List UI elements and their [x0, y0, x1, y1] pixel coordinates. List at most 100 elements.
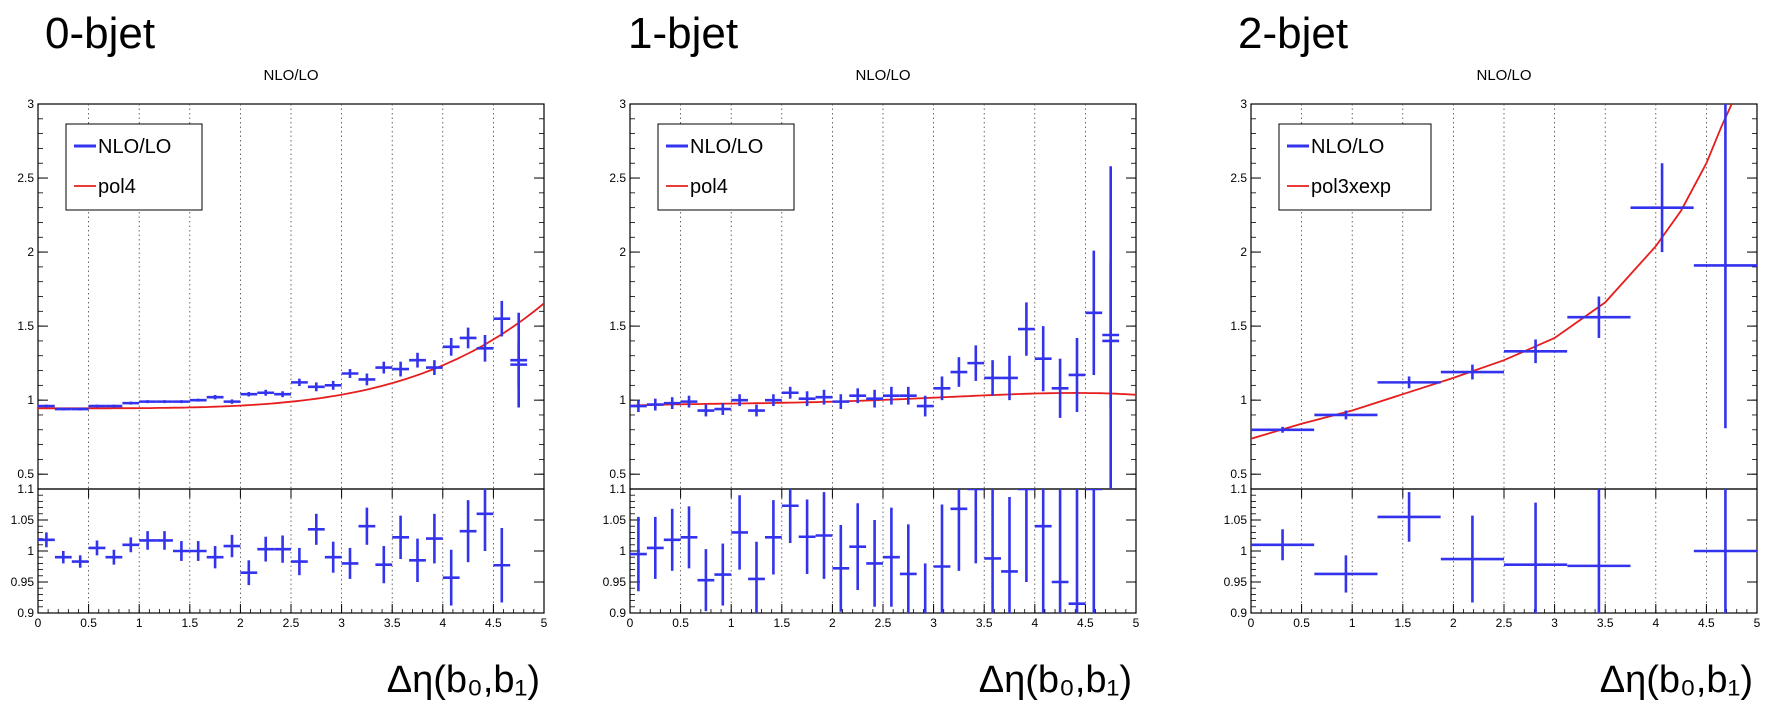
data-point	[88, 404, 106, 408]
data-point	[697, 404, 715, 417]
data-point	[476, 335, 494, 362]
data-point	[646, 398, 664, 411]
data-point	[1001, 355, 1018, 401]
data-point	[663, 397, 681, 410]
ratio-point	[1085, 489, 1103, 613]
ratio-point	[274, 535, 291, 563]
y-tick-label: 1	[619, 393, 626, 407]
data-point	[257, 389, 275, 396]
ratio-point	[105, 549, 123, 565]
ratio-point	[1018, 489, 1035, 582]
x-tick-label: 3.5	[976, 616, 993, 630]
x-tick-label: 0	[35, 616, 42, 630]
x-tick-label: 3	[338, 616, 345, 630]
ratio-y-tick-label: 1	[619, 544, 626, 558]
ratio-point	[476, 489, 494, 551]
y-tick-label: 1.5	[17, 319, 34, 333]
x-tick-label: 4.5	[1698, 616, 1715, 630]
data-point	[748, 404, 765, 417]
ratio-point	[1068, 489, 1086, 613]
x-tick-label: 3	[930, 616, 937, 630]
y-tick-label: 3	[619, 97, 626, 111]
legend-box	[1278, 123, 1432, 211]
data-point	[883, 386, 900, 405]
legend-box	[65, 123, 203, 211]
data-point	[105, 404, 123, 408]
ratio-y-tick-label: 1.05	[11, 513, 35, 527]
ratio-point	[173, 541, 190, 561]
ratio-point	[950, 489, 968, 571]
y-tick-label: 1	[27, 393, 34, 407]
ratio-point	[984, 489, 1001, 613]
x-tick-label: 2	[1450, 616, 1457, 630]
ratio-point	[426, 513, 443, 564]
x-tick-label: 0.5	[80, 616, 97, 630]
data-point	[984, 360, 1001, 396]
data-point	[156, 400, 173, 404]
data-point	[38, 404, 55, 408]
ratio-point	[189, 541, 207, 561]
data-point	[206, 394, 224, 400]
data-point	[798, 391, 816, 407]
ratio-point	[375, 546, 393, 584]
x-tick-label: 0.5	[672, 616, 689, 630]
x-tick-label: 5	[541, 616, 548, 630]
ratio-point	[38, 532, 55, 548]
data-point	[122, 401, 140, 405]
data-point	[375, 361, 393, 374]
data-point	[1377, 376, 1441, 389]
data-point	[54, 407, 72, 411]
data-point	[493, 300, 511, 337]
x-tick-label: 1.5	[1394, 616, 1411, 630]
y-tick-label: 2.5	[609, 171, 626, 185]
ratio-point	[341, 547, 359, 579]
y-tick-label: 2	[27, 245, 34, 259]
y-tick-label: 0.5	[1230, 467, 1247, 481]
ratio-point	[697, 549, 715, 612]
ratio-point	[1377, 492, 1441, 542]
data-point	[392, 361, 409, 377]
ratio-point	[967, 489, 985, 564]
y-tick-label: 0.5	[609, 467, 626, 481]
ratio-y-tick-label: 0.95	[11, 575, 35, 589]
ratio-y-tick-label: 1.1	[1230, 482, 1247, 496]
ratio-point	[714, 543, 732, 606]
data-point	[899, 386, 917, 405]
ratio-point	[206, 546, 224, 569]
data-point	[459, 327, 477, 349]
fit-curve	[1251, 104, 1733, 440]
ratio-point	[663, 508, 681, 571]
data-point	[189, 398, 207, 402]
legend-label-data: NLO/LO	[690, 136, 763, 158]
data-point	[866, 389, 883, 408]
legend-label-data: NLO/LO	[1311, 136, 1384, 158]
ratio-point	[240, 560, 258, 586]
x-tick-label: 1	[1349, 616, 1356, 630]
ratio-point	[223, 534, 241, 558]
ratio-y-tick-label: 0.95	[1224, 575, 1248, 589]
x-tick-label: 4	[439, 616, 446, 630]
y-tick-label: 3	[1240, 97, 1247, 111]
ratio-point	[1567, 489, 1631, 613]
x-tick-label: 1.5	[773, 616, 790, 630]
data-point	[1251, 426, 1315, 433]
data-point	[1314, 410, 1378, 420]
data-point	[1034, 326, 1052, 392]
x-tick-label: 5	[1133, 616, 1140, 630]
ratio-point	[866, 520, 883, 607]
data-point	[781, 386, 799, 399]
ratio-point	[748, 541, 765, 613]
data-point	[1630, 163, 1694, 253]
x-tick-label: 2	[829, 616, 836, 630]
ratio-point	[680, 506, 698, 569]
x-tick-label: 3	[1551, 616, 1558, 630]
x-tick-label: 1	[728, 616, 735, 630]
legend-label-fit: pol4	[690, 176, 728, 198]
x-tick-label: 1	[136, 616, 143, 630]
ratio-y-tick-label: 0.9	[609, 606, 626, 620]
legend-label-fit: pol4	[98, 176, 136, 198]
ratio-y-tick-label: 1.1	[17, 482, 34, 496]
data-point	[967, 345, 985, 381]
data-point	[173, 400, 190, 404]
